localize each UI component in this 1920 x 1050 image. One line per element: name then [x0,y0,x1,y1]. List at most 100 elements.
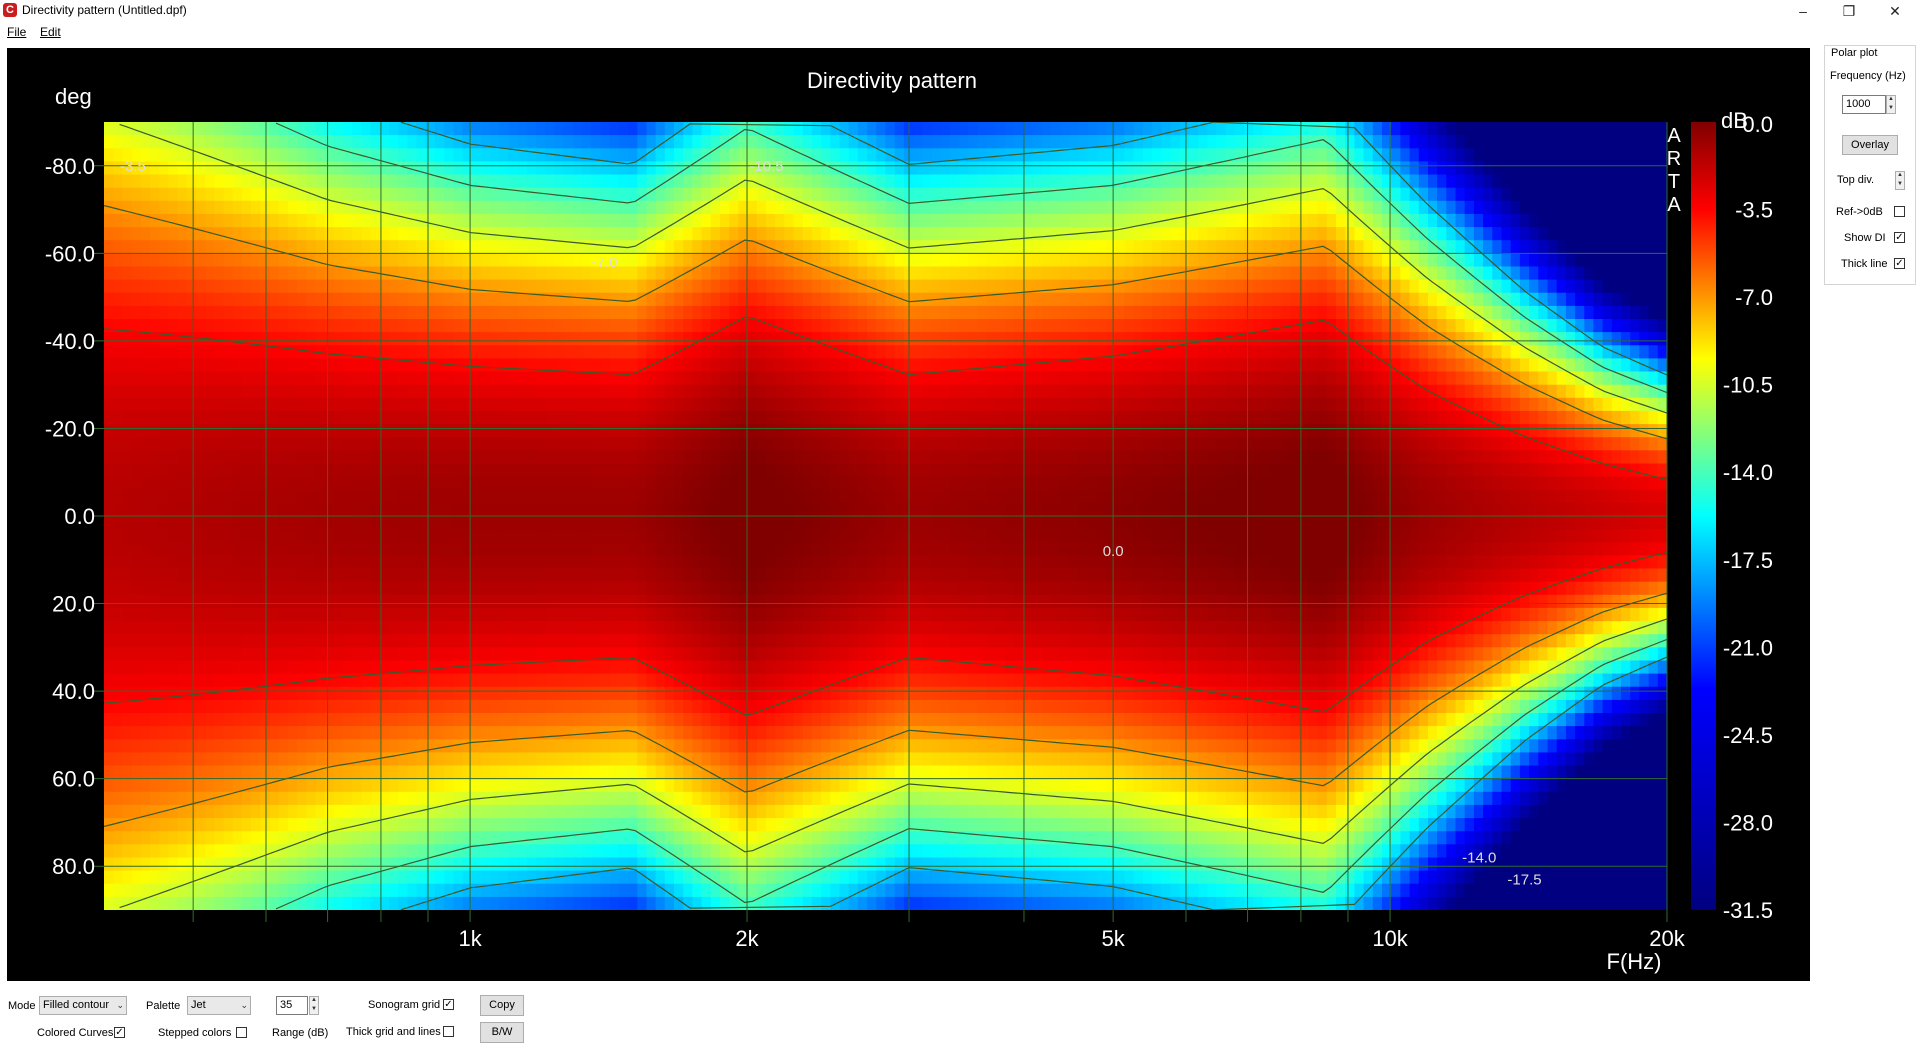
heatmap-cell [683,371,694,386]
heatmap-cell [545,305,556,320]
heatmap-cell [140,529,151,543]
heatmap-cell [324,844,335,859]
heatmap-cell [122,844,133,859]
heatmap-cell [628,857,639,872]
heatmap-cell [830,726,841,740]
heatmap-cell [425,568,436,583]
heatmap-cell [729,516,740,530]
close-icon[interactable]: ✕ [1889,3,1901,19]
heatmap-cell [159,174,170,189]
heatmap-cell [674,371,684,386]
heatmap-cell [637,844,648,859]
heatmap-cell [591,502,602,517]
heatmap-cell [637,791,648,806]
heatmap-cell [140,870,151,885]
heatmap-cell [444,463,455,478]
heatmap-cell [195,227,206,241]
heatmap-cell [775,621,786,635]
heatmap-cell [572,410,583,425]
heatmap-cell [241,437,252,452]
heatmap-cell [131,818,142,832]
heatmap-cell [324,883,335,898]
heatmap-cell [738,726,749,740]
heatmap-cell [536,450,547,465]
heatmap-cell [389,752,399,767]
heatmap-cell [701,896,712,910]
heatmap-cell [186,148,197,163]
heatmap-cell [848,358,859,373]
heatmap-cell [839,607,850,622]
heatmap-cell [775,476,786,491]
heatmap-cell [462,844,473,859]
heatmap-cell [389,778,399,793]
heatmap-cell [223,647,234,662]
heatmap-cell [122,345,133,360]
heatmap-cell [287,332,298,346]
heatmap-cell [793,726,804,740]
directivity-plot[interactable]: Directivity pattern deg F(Hz) 1k 2k 5k 10k 2… [7,48,1810,981]
heatmap-cell [839,397,850,412]
heatmap-cell [150,371,160,386]
heatmap-cell [600,594,611,609]
heatmap-cell [756,266,767,281]
heatmap-cell [324,896,335,910]
heatmap-cell [352,213,363,228]
heatmap-cell [278,739,289,754]
heatmap-cell [241,502,252,517]
heatmap-cell [481,581,491,596]
menu-file[interactable]: File [7,25,27,39]
heatmap-cell [664,502,675,517]
heatmap-cell [324,174,335,189]
heatmap-cell [177,778,188,793]
heatmap-cell [435,174,445,189]
heatmap-cell [159,292,170,307]
heatmap-cell [159,397,170,412]
heatmap-cell [545,135,556,149]
heatmap-cell [186,883,197,898]
heatmap-cell [251,634,262,649]
heatmap-cell [159,765,170,780]
heatmap-cell [664,463,675,478]
heatmap-cell [766,752,776,767]
heatmap-cell [177,463,188,478]
heatmap-cell [260,122,271,136]
heatmap-cell [664,831,675,846]
heatmap-cell [545,358,556,373]
heatmap-cell [223,699,234,714]
heatmap-cell [287,358,298,373]
heatmap-cell [481,647,491,662]
minimize-icon[interactable]: – [1799,3,1807,19]
heatmap-cell [435,148,445,163]
heatmap-cell [839,516,850,530]
heatmap-cell [251,529,262,543]
heatmap-cell [664,450,675,465]
heatmap-cell [563,634,574,649]
heatmap-cell [729,358,740,373]
heatmap-cell [729,148,740,163]
heatmap-cell [168,647,179,662]
heatmap-cell [223,778,234,793]
heatmap-cell [481,726,491,740]
heatmap-cell [600,739,611,754]
heatmap-cell [664,896,675,910]
heatmap-cell [168,122,179,136]
menu-edit[interactable]: Edit [40,25,61,39]
heatmap-cell [830,647,841,662]
heatmap-cell [223,844,234,859]
heatmap-cell [407,174,418,189]
heatmap-cell [435,607,445,622]
heatmap-cell [554,502,565,517]
heatmap-cell [140,227,151,241]
restore-icon[interactable]: ❐ [1842,3,1856,19]
heatmap-cell [591,739,602,754]
heatmap-cell [425,266,436,281]
heatmap-cell [536,752,547,767]
heatmap-cell [701,161,712,176]
heatmap-cell [582,174,593,189]
heatmap-cell [811,844,822,859]
heatmap-cell [600,463,611,478]
heatmap-cell [738,279,749,294]
heatmap-cell [545,384,556,399]
heatmap-cell [324,489,335,504]
heatmap-cell [600,279,611,294]
